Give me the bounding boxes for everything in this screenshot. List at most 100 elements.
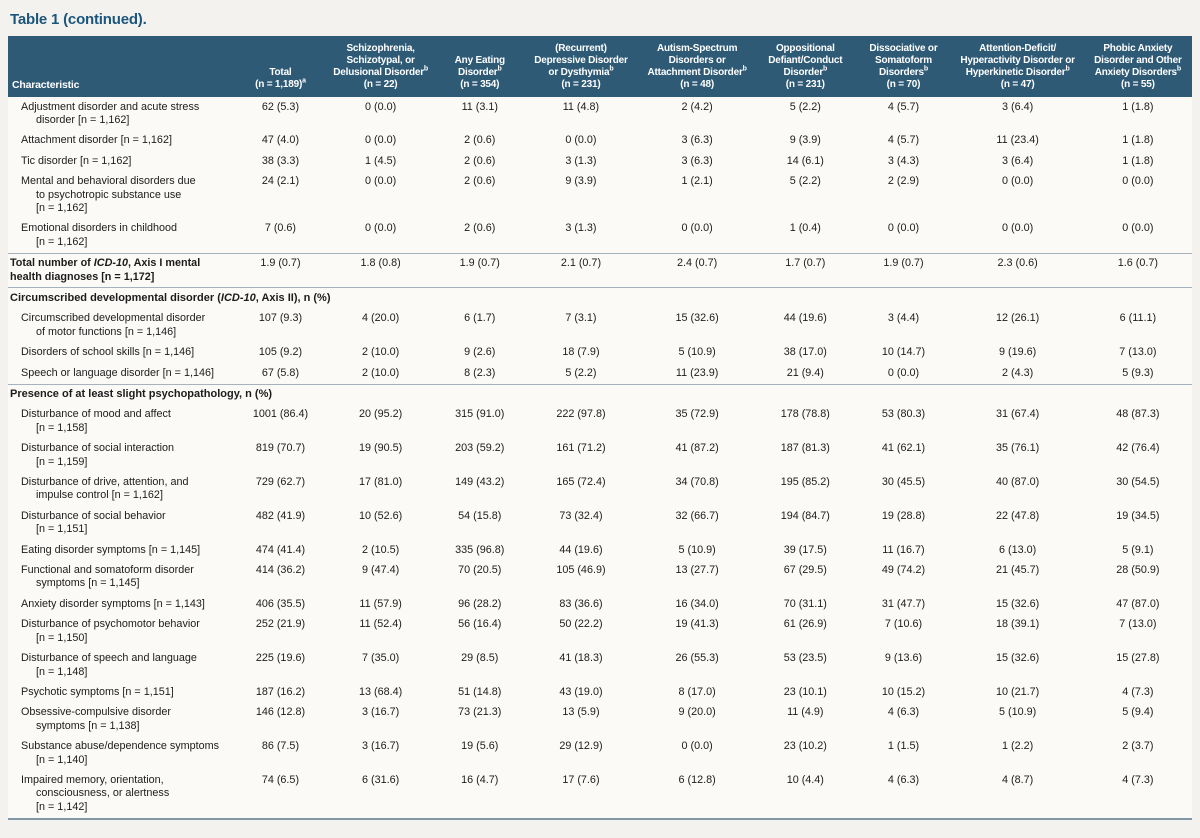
value-phobic-anxiety: 7 (13.0) [1119,346,1157,359]
value-depressive: 0 (0.0) [565,134,597,147]
table-row: Disturbance of speech and language [n = 1… [8,649,1192,683]
table-row: Disturbance of mood and affect [n = 1,158… [8,405,1192,439]
value-adhd: 6 (13.0) [999,543,1037,556]
value-dissociative: 10 (15.2) [881,685,926,698]
value-autism-spectrum: 3 (6.3) [681,134,713,147]
row-label: Speech or language disorder [n = 1,146] [21,366,214,379]
table-row: Tic disorder [n = 1,162] 38 (3.3) 1 (4.5) 2… [8,151,1192,171]
value-any-eating-disorder: 2 (0.6) [464,222,496,235]
value-total: 474 (41.4) [255,543,306,556]
value-phobic-anxiety: 0 (0.0) [1122,175,1154,188]
value-autism-spectrum: 11 (23.9) [675,366,719,379]
row-label: Disturbance of drive, attention, and impu… [21,476,189,502]
value-depressive: 73 (32.4) [559,509,603,522]
value-dissociative: 9 (13.6) [884,652,923,665]
value-total: 252 (21.9) [255,618,306,631]
value-any-eating-disorder: 203 (59.2) [455,442,505,455]
table-row: Psychotic symptoms [n = 1,151] 187 (16.2)… [8,682,1192,702]
value-schizophrenia: 1 (4.5) [365,154,397,167]
value-autism-spectrum: 8 (17.0) [678,685,716,698]
table-row: Emotional disorders in childhood [n = 1,1… [8,219,1192,253]
value-oppositional: 187 (81.3) [780,442,830,455]
value-total: 7 (0.6) [264,222,297,235]
table-row: Attachment disorder [n = 1,162] 47 (4.0) 0… [8,131,1192,151]
value-dissociative: 53 (80.3) [881,408,926,421]
value-oppositional: 38 (17.0) [783,346,827,359]
value-phobic-anxiety: 6 (11.1) [1119,312,1157,325]
value-oppositional: 9 (3.9) [789,134,821,147]
value-any-eating-disorder: 51 (14.8) [458,685,502,698]
value-oppositional: 61 (26.9) [783,618,827,631]
value-oppositional: 53 (23.5) [783,652,827,665]
table-row: Anxiety disorder symptoms [n = 1,143] 406… [8,594,1192,614]
value-total: 146 (12.8) [255,706,306,719]
value-any-eating-disorder: 16 (4.7) [461,773,499,786]
value-schizophrenia: 0 (0.0) [365,175,397,188]
value-dissociative: 4 (6.3) [887,773,920,786]
table-row: Disturbance of psychomotor behavior [n = … [8,615,1192,649]
table-body: Adjustment disorder and acute stress diso… [8,97,1192,819]
table-row: Mental and behavioral disorders due to ps… [8,172,1192,219]
value-any-eating-disorder: 19 (5.6) [461,740,499,753]
value-depressive: 7 (3.1) [565,312,597,325]
value-total: 414 (36.2) [255,564,306,577]
column-header-total: Total (n = 1,189)a [236,36,325,97]
value-oppositional: 11 (4.9) [787,706,824,719]
row-label: Attachment disorder [n = 1,162] [21,134,172,147]
value-dissociative: 1.9 (0.7) [855,252,952,288]
row-label: Emotional disorders in childhood [n = 1,1… [21,222,178,248]
value-adhd: 21 (45.7) [996,564,1040,577]
value-dissociative: 0 (0.0) [887,222,920,235]
value-total: 74 (6.5) [261,773,300,786]
value-oppositional: 23 (10.1) [783,685,827,698]
value-autism-spectrum: 9 (20.0) [678,706,716,719]
table-row: Disturbance of social behavior [n = 1,151… [8,506,1192,540]
value-oppositional: 194 (84.7) [780,509,830,522]
value-schizophrenia: 20 (95.2) [359,408,403,421]
value-schizophrenia: 0 (0.0) [365,134,397,147]
value-any-eating-disorder: 335 (96.8) [455,543,505,556]
value-any-eating-disorder: 56 (16.4) [458,618,502,631]
value-dissociative: 19 (28.8) [881,509,926,522]
row-label: Psychotic symptoms [n = 1,151] [21,685,174,698]
value-depressive: 3 (1.3) [565,222,597,235]
value-dissociative: 41 (62.1) [881,442,926,455]
value-phobic-anxiety: 30 (54.5) [1116,476,1160,489]
value-autism-spectrum: 0 (0.0) [681,740,713,753]
table-row: Speech or language disorder [n = 1,146] 6… [8,363,1192,384]
value-adhd: 1 (2.2) [1002,740,1034,753]
value-total: 1001 (86.4) [252,408,309,421]
column-header-phobic-anxiety: Phobic Anxiety Disorder and Other Anxiety … [1083,36,1192,97]
value-any-eating-disorder: 6 (1.7) [464,312,496,325]
row-label: Disturbance of psychomotor behavior [n = … [21,618,200,644]
value-phobic-anxiety: 4 (7.3) [1122,773,1154,786]
value-dissociative: 4 (5.7) [887,100,920,113]
value-depressive: 50 (22.2) [559,618,603,631]
section-header-label: Presence of at least slight psychopathol… [8,383,1192,405]
value-adhd: 5 (10.9) [999,706,1037,719]
table-row: Adjustment disorder and acute stress diso… [8,97,1192,131]
value-total: 482 (41.9) [255,509,306,522]
value-total: 1.9 (0.7) [236,252,325,288]
value-oppositional: 70 (31.1) [783,597,827,610]
column-header-any-eating-disorder: Any Eating Disorderb (n = 354) [436,36,523,97]
value-total: 67 (5.8) [261,366,300,379]
value-schizophrenia: 2 (10.0) [362,346,400,359]
value-any-eating-disorder: 29 (8.5) [461,652,499,665]
value-oppositional: 1 (0.4) [789,222,821,235]
value-any-eating-disorder: 70 (20.5) [458,564,502,577]
value-adhd: 35 (76.1) [996,442,1040,455]
value-oppositional: 21 (9.4) [786,366,824,379]
value-schizophrenia: 3 (16.7) [362,706,400,719]
table-row: Substance abuse/dependence symptoms [n = … [8,737,1192,771]
column-header-schizophrenia: Schizophrenia, Schizotypal, or Delusional … [324,36,437,97]
value-phobic-anxiety: 42 (76.4) [1116,442,1160,455]
value-autism-spectrum: 3 (6.3) [681,154,713,167]
value-phobic-anxiety: 7 (13.0) [1119,618,1157,631]
value-autism-spectrum: 6 (12.8) [678,773,716,786]
header-row: Characteristic Total (n = 1,189)a Schizophr… [8,36,1192,97]
value-oppositional: 23 (10.2) [783,740,827,753]
row-label: Circumscribed developmental disorder of m… [21,312,206,338]
table-row: Obsessive-compulsive disorder symptoms [n… [8,703,1192,737]
